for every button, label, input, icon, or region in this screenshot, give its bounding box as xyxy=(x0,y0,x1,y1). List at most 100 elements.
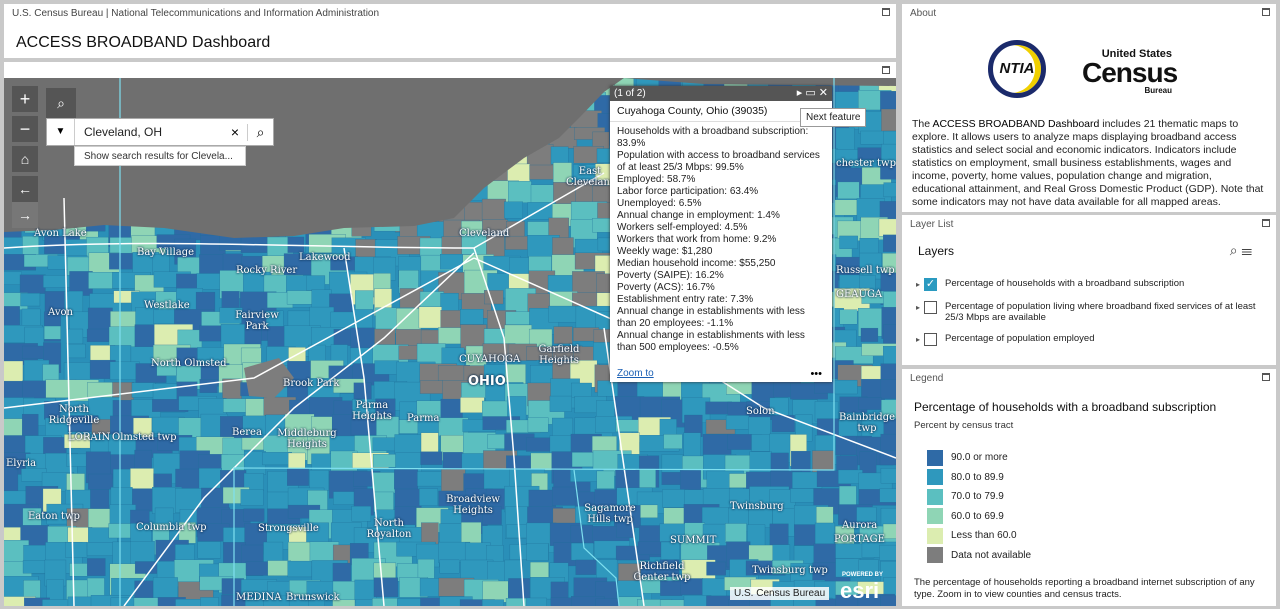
tract xyxy=(597,380,619,397)
tract xyxy=(4,596,36,606)
tract xyxy=(529,164,554,180)
checkbox[interactable]: ✓ xyxy=(924,278,938,291)
checkbox[interactable] xyxy=(924,301,938,314)
tract xyxy=(199,379,218,393)
tract xyxy=(552,237,574,256)
tooltip: Next feature xyxy=(800,108,867,127)
place-label: Solon xyxy=(746,406,775,417)
logo-text: Census xyxy=(1082,57,1178,88)
tract xyxy=(839,309,858,325)
logo-text: United States xyxy=(1101,48,1172,60)
tract xyxy=(90,489,110,512)
maximize[interactable] xyxy=(882,8,890,16)
search-toggle[interactable]: ⌕ xyxy=(46,88,76,118)
popup-controls[interactable]: ▸ ▭ ✕ xyxy=(796,87,828,99)
layer-label: Percentage of households with a broadban… xyxy=(945,278,1185,289)
tract xyxy=(240,489,264,506)
tract xyxy=(288,597,325,606)
tract xyxy=(262,452,292,466)
legend-subtitle: Percent by census tract xyxy=(914,420,1014,431)
layer-item[interactable]: ▸ Percentage of population employed xyxy=(916,333,1256,346)
place-label: Twinsburg twp xyxy=(752,565,828,576)
tract xyxy=(616,522,635,538)
tract xyxy=(883,182,896,198)
more[interactable]: ••• xyxy=(810,368,822,380)
tract xyxy=(637,599,673,606)
layer-item[interactable]: ▸ Percentage of population living where b… xyxy=(916,301,1256,323)
place-label: Bainbridge twp xyxy=(838,412,896,434)
maximize[interactable] xyxy=(1262,373,1270,381)
search-suggestion[interactable]: Show search results for Clevela... xyxy=(74,146,246,166)
forward[interactable]: → xyxy=(12,202,38,228)
expand: ▸ xyxy=(916,280,921,289)
tract xyxy=(881,143,896,161)
maximize[interactable] xyxy=(1262,219,1270,227)
place-label: Columbia twp xyxy=(136,522,207,533)
map[interactable]: Avon Lake Bay Village Rocky River Lakewo… xyxy=(4,78,896,606)
place-label: Olmsted twp xyxy=(112,432,177,443)
panel-title: About xyxy=(910,8,937,19)
maximize[interactable] xyxy=(882,66,890,74)
source-dropdown[interactable]: ▼ xyxy=(47,119,75,145)
layer-tools[interactable]: ⌕ ☰ xyxy=(1229,242,1252,258)
tract xyxy=(839,235,858,249)
place-label: Sagamore Hills twp xyxy=(584,503,636,525)
tract xyxy=(306,275,326,291)
header: U.S. Census Bureau | National Telecommun… xyxy=(4,4,896,58)
tract xyxy=(420,451,443,465)
tract xyxy=(815,598,851,606)
zoom-to[interactable]: Zoom to xyxy=(617,368,654,379)
tract xyxy=(332,562,351,584)
legend-label: Less than 60.0 xyxy=(951,530,1017,542)
panel-title: Legend xyxy=(910,373,944,384)
tract xyxy=(418,306,442,329)
tract xyxy=(879,488,896,503)
maximize[interactable] xyxy=(1262,8,1270,16)
home[interactable]: ⌂ xyxy=(12,146,38,172)
search-input[interactable]: Cleveland, OH xyxy=(84,125,163,139)
layer-item[interactable]: ▸ ✓ Percentage of households with a broadb… xyxy=(916,278,1256,291)
back[interactable]: ← xyxy=(12,176,38,202)
tract xyxy=(42,599,75,606)
place-label: GEAUGA xyxy=(836,289,883,300)
tract xyxy=(837,181,860,200)
popup-field: Median household income: $55,250 xyxy=(617,258,776,269)
tract xyxy=(374,360,399,375)
place-label: Aurora xyxy=(842,520,878,531)
legend-label: 90.0 or more xyxy=(951,452,1008,464)
tract xyxy=(505,598,533,606)
tract xyxy=(527,417,549,433)
tract xyxy=(595,598,622,606)
tract xyxy=(860,327,879,342)
attribution: U.S. Census Bureau xyxy=(730,587,830,600)
checkbox[interactable] xyxy=(924,333,938,346)
swatch xyxy=(927,469,943,486)
ntia-logo: NTIA xyxy=(988,40,1046,98)
tract xyxy=(373,577,399,597)
tract xyxy=(482,506,502,525)
tract xyxy=(880,379,896,399)
expand: ▸ xyxy=(916,303,921,312)
tract xyxy=(878,218,896,237)
tract xyxy=(243,508,265,522)
popup-title: Cuyahoga County, Ohio (39035) xyxy=(610,101,832,122)
place-label: Brunswick xyxy=(286,592,340,603)
popup-field: Poverty (ACS): 16.7% xyxy=(617,282,715,293)
title: ACCESS BROADBAND Dashboard xyxy=(16,34,271,51)
zoom-in[interactable]: + xyxy=(12,86,38,112)
tract xyxy=(679,470,701,492)
tract xyxy=(87,558,106,576)
about-panel: About NTIA United States Census Bureau T… xyxy=(902,4,1276,212)
search-button[interactable]: ⌕ xyxy=(247,123,273,141)
place-label: Brook Park xyxy=(283,378,340,389)
swatch xyxy=(927,547,943,564)
tract xyxy=(526,597,547,606)
zoom-out[interactable]: − xyxy=(12,116,38,142)
clear[interactable]: × xyxy=(230,124,240,140)
text: ACCESS BROADBAND Dashboard xyxy=(932,118,1100,130)
tract xyxy=(881,399,896,419)
tract xyxy=(596,470,615,489)
popup-field: Weekly wage: $1,280 xyxy=(617,246,713,257)
tract xyxy=(372,598,399,606)
tract xyxy=(552,486,578,506)
